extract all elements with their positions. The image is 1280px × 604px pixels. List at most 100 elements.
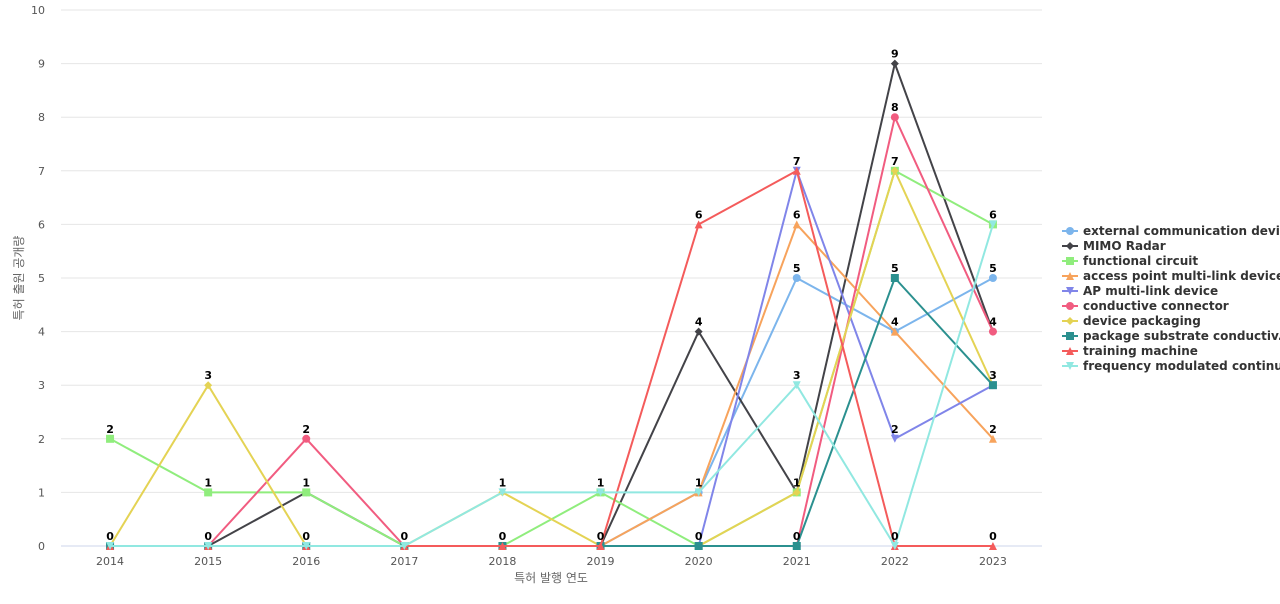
legend-item[interactable]: package substrate conductiv... xyxy=(1062,329,1280,343)
data-label: 0 xyxy=(302,530,310,543)
legend-label: frequency modulated continu... xyxy=(1083,359,1280,373)
data-point xyxy=(988,274,997,282)
data-point xyxy=(792,488,801,497)
legend-marker xyxy=(1066,332,1074,340)
data-point xyxy=(890,434,899,443)
data-point xyxy=(204,542,213,550)
data-point xyxy=(988,434,997,443)
data-point xyxy=(890,166,899,175)
legend-label: package substrate conductiv... xyxy=(1083,329,1280,343)
data-point xyxy=(596,542,605,550)
data-point xyxy=(694,220,703,229)
data-label: 6 xyxy=(989,208,997,221)
legend-marker xyxy=(1066,242,1074,250)
legend-item[interactable]: conductive connector xyxy=(1062,299,1229,313)
data-label: 3 xyxy=(793,369,801,382)
data-label: 5 xyxy=(891,262,899,275)
data-point xyxy=(400,542,409,550)
data-point xyxy=(792,274,801,282)
data-labels-group: 0 2 0 1 3 0 1 2 0 0 1 0 1 1 4 0 6 5 1 6 7 0 3 4 9 7 2 8 5 0 5 4 6 2 3 0 xyxy=(106,48,997,543)
legend-item[interactable]: MIMO Radar xyxy=(1062,239,1166,253)
legend-item[interactable]: training machine xyxy=(1062,344,1198,358)
legend-item[interactable]: external communication device xyxy=(1062,224,1280,238)
data-label: 1 xyxy=(499,476,507,489)
data-label: 0 xyxy=(891,530,899,543)
series-line xyxy=(109,169,994,547)
x-axis: 2014 2015 2016 2017 2018 2019 2020 2021 2022 2023 xyxy=(96,555,1007,568)
data-label: 1 xyxy=(204,476,212,489)
data-label: 2 xyxy=(989,423,997,436)
data-point xyxy=(694,327,703,336)
data-label: 1 xyxy=(793,476,801,489)
legend-item[interactable]: frequency modulated continu... xyxy=(1062,359,1280,373)
data-label: 2 xyxy=(891,423,899,436)
legend-marker xyxy=(1066,347,1074,355)
data-point xyxy=(498,488,507,497)
data-label: 0 xyxy=(793,530,801,543)
x-axis-title: 특허 발행 연도 xyxy=(514,570,588,585)
legend-item[interactable]: functional circuit xyxy=(1062,254,1198,268)
data-label: 7 xyxy=(793,155,801,168)
data-label: 4 xyxy=(891,316,899,329)
y-tick-label: 8 xyxy=(38,111,45,124)
x-tick-label: 2020 xyxy=(685,555,713,568)
y-tick-label: 1 xyxy=(38,486,45,499)
y-axis: 0 1 2 3 4 5 6 7 8 9 10 xyxy=(31,4,45,553)
y-tick-label: 3 xyxy=(38,379,45,392)
y-tick-label: 0 xyxy=(38,540,45,553)
legend-item[interactable]: access point multi-link device xyxy=(1062,269,1280,283)
data-point xyxy=(890,274,899,282)
data-label: 4 xyxy=(989,316,997,329)
data-point xyxy=(890,59,899,68)
x-tick-label: 2015 xyxy=(194,555,222,568)
data-point xyxy=(792,542,801,550)
data-point xyxy=(694,488,703,497)
data-point xyxy=(792,220,801,229)
legend-item[interactable]: device packaging xyxy=(1062,314,1201,328)
data-point xyxy=(302,542,311,550)
data-label: 0 xyxy=(204,530,212,543)
data-label: 9 xyxy=(891,48,899,61)
data-point xyxy=(988,542,997,550)
series-9 xyxy=(106,220,997,550)
x-tick-label: 2022 xyxy=(881,555,909,568)
data-point xyxy=(792,166,801,175)
data-point xyxy=(890,327,899,336)
data-label: 8 xyxy=(891,101,899,114)
legend-marker xyxy=(1066,362,1074,370)
legend-marker xyxy=(1066,227,1074,235)
data-label: 5 xyxy=(989,262,997,275)
legend-marker xyxy=(1066,272,1074,280)
data-point xyxy=(988,327,997,336)
data-point xyxy=(792,381,801,390)
data-point xyxy=(988,381,997,390)
legend-marker xyxy=(1066,317,1074,325)
data-label: 0 xyxy=(401,530,409,543)
legend-label: external communication device xyxy=(1083,224,1280,238)
legend-label: MIMO Radar xyxy=(1083,239,1166,253)
legend-label: device packaging xyxy=(1083,314,1201,328)
x-tick-label: 2014 xyxy=(96,555,124,568)
data-label: 2 xyxy=(302,423,310,436)
legend-marker xyxy=(1066,287,1074,295)
series-line xyxy=(110,224,994,547)
data-label: 0 xyxy=(989,530,997,543)
legend-item[interactable]: AP multi-link device xyxy=(1062,284,1218,298)
data-label: 1 xyxy=(597,476,605,489)
y-tick-label: 5 xyxy=(38,272,45,285)
data-label: 7 xyxy=(891,155,899,168)
data-label: 4 xyxy=(695,316,703,329)
x-tick-label: 2023 xyxy=(979,555,1007,568)
y-tick-label: 2 xyxy=(38,433,45,446)
series-line xyxy=(110,62,994,547)
legend-label: access point multi-link device xyxy=(1083,269,1280,283)
data-point xyxy=(694,542,703,550)
series-0 xyxy=(106,274,997,550)
data-label: 0 xyxy=(106,530,114,543)
x-tick-label: 2016 xyxy=(292,555,320,568)
data-point xyxy=(204,381,213,390)
y-tick-label: 7 xyxy=(38,165,45,178)
x-tick-label: 2021 xyxy=(783,555,811,568)
